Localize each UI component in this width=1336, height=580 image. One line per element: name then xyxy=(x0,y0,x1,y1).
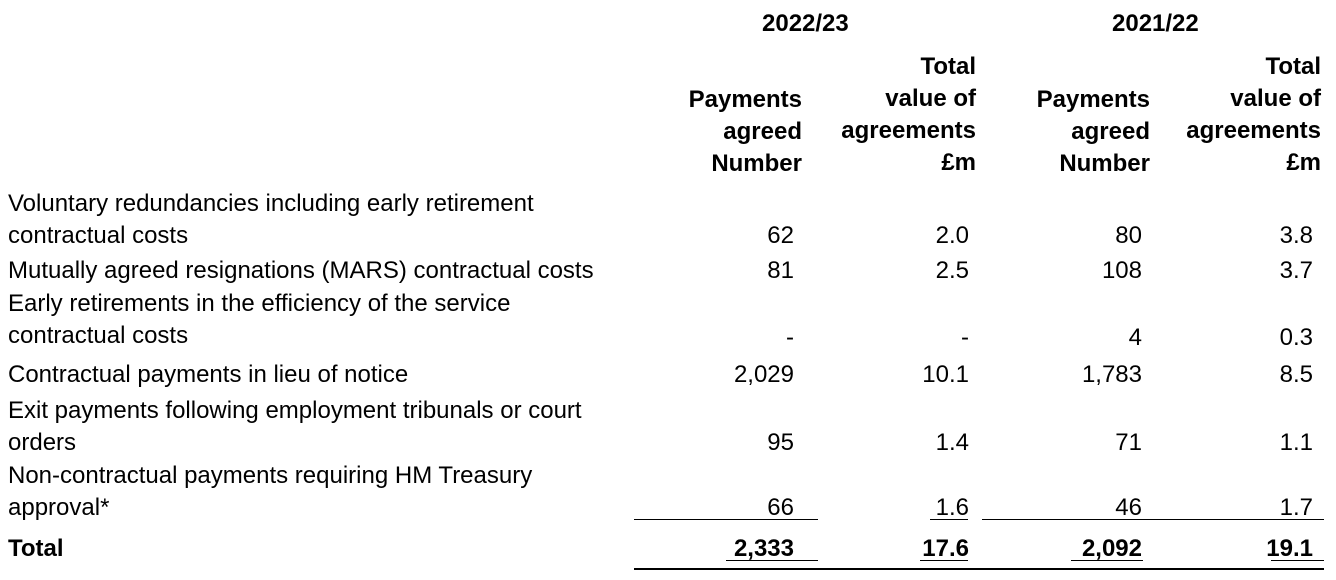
table-cell: 0.3 xyxy=(1279,324,1313,351)
table-cell: 46 xyxy=(1115,494,1142,521)
column-header-payments-2022: Payments agreed Number xyxy=(688,86,802,177)
table-cell: 62 xyxy=(767,222,794,249)
total-underline xyxy=(1271,560,1324,561)
column-header-payments-2021: Payments agreed Number xyxy=(1036,86,1150,177)
table-cell: - xyxy=(961,324,969,351)
table-cell: 1.7 xyxy=(1279,494,1313,521)
total-cell: 2,333 xyxy=(733,535,794,562)
table-cell: 10.1 xyxy=(922,361,969,388)
total-cell: 2,092 xyxy=(1081,535,1142,562)
table-cell: 3.7 xyxy=(1279,257,1313,284)
table-cell: 81 xyxy=(767,257,794,284)
table-cell: 1,783 xyxy=(1081,361,1142,388)
row-label-exit-payments: Exit payments following employment tribu… xyxy=(8,397,582,456)
table-cell: 2.5 xyxy=(935,257,969,284)
row-label-mars: Mutually agreed resignations (MARS) cont… xyxy=(8,257,594,284)
table-cell: 1.4 xyxy=(935,429,969,456)
total-cell: 19.1 xyxy=(1266,535,1313,562)
table-cell: 95 xyxy=(767,429,794,456)
total-underline xyxy=(726,560,818,561)
subtotal-rule xyxy=(634,519,818,520)
subtotal-rule xyxy=(982,519,1324,520)
table-cell: 1.1 xyxy=(1279,429,1313,456)
table-cell: 80 xyxy=(1115,222,1142,249)
table-cell: - xyxy=(786,324,794,351)
column-header-value-2022: Total value of agreements £m xyxy=(841,53,976,176)
subtotal-rule xyxy=(930,519,968,520)
table-cell: 66 xyxy=(767,494,794,521)
table-cell: 108 xyxy=(1101,257,1142,284)
year-header-2022-23: 2022/23 xyxy=(762,10,849,37)
table-cell: 1.6 xyxy=(935,494,969,521)
table-cell: 71 xyxy=(1115,429,1142,456)
total-underline xyxy=(1071,560,1143,561)
total-underline xyxy=(920,560,968,561)
table-cell: 8.5 xyxy=(1279,361,1313,388)
table-cell: 4 xyxy=(1128,324,1142,351)
table-cell: 3.8 xyxy=(1279,222,1313,249)
total-label: Total xyxy=(8,535,64,562)
row-label-early-retirements: Early retirements in the efficiency of t… xyxy=(8,290,511,349)
row-label-non-contractual: Non-contractual payments requiring HM Tr… xyxy=(8,462,533,521)
row-label-payments-in-lieu: Contractual payments in lieu of notice xyxy=(8,361,409,388)
double-rule-bottom xyxy=(634,568,1324,570)
table-cell: 2.0 xyxy=(935,222,969,249)
table-cell: 2,029 xyxy=(733,361,794,388)
year-header-2021-22: 2021/22 xyxy=(1112,10,1199,37)
total-cell: 17.6 xyxy=(922,535,969,562)
row-label-voluntary-redundancies: Voluntary redundancies including early r… xyxy=(8,190,534,249)
column-header-value-2021: Total value of agreements £m xyxy=(1186,53,1321,176)
